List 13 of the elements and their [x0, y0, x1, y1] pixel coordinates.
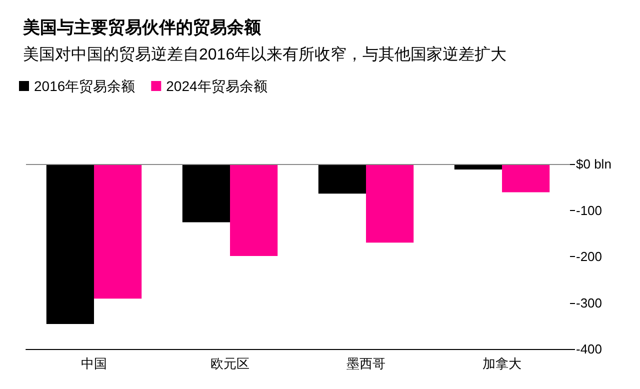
x-tick-label: 墨西哥: [346, 356, 386, 371]
x-tick-label: 欧元区: [210, 356, 250, 371]
y-tick-label: $0 bln: [576, 156, 612, 172]
y-tick-label: -300: [576, 295, 602, 310]
x-tick-label: 加拿大: [482, 356, 522, 371]
x-tick-label: 中国: [81, 356, 107, 371]
legend-label: 2016年贸易余额: [34, 78, 136, 94]
y-tick-label: -200: [576, 249, 602, 264]
y-tick-label: -100: [576, 202, 602, 218]
legend-label: 2024年贸易余额: [166, 78, 268, 94]
chart-title: 美国与主要贸易伙伴的贸易余额: [22, 18, 262, 37]
chart-subtitle: 美国对中国的贸易逆差自2016年以来有所收窄，与其他国家逆差扩大: [23, 46, 507, 64]
y-tick-label: -400: [576, 342, 602, 356]
